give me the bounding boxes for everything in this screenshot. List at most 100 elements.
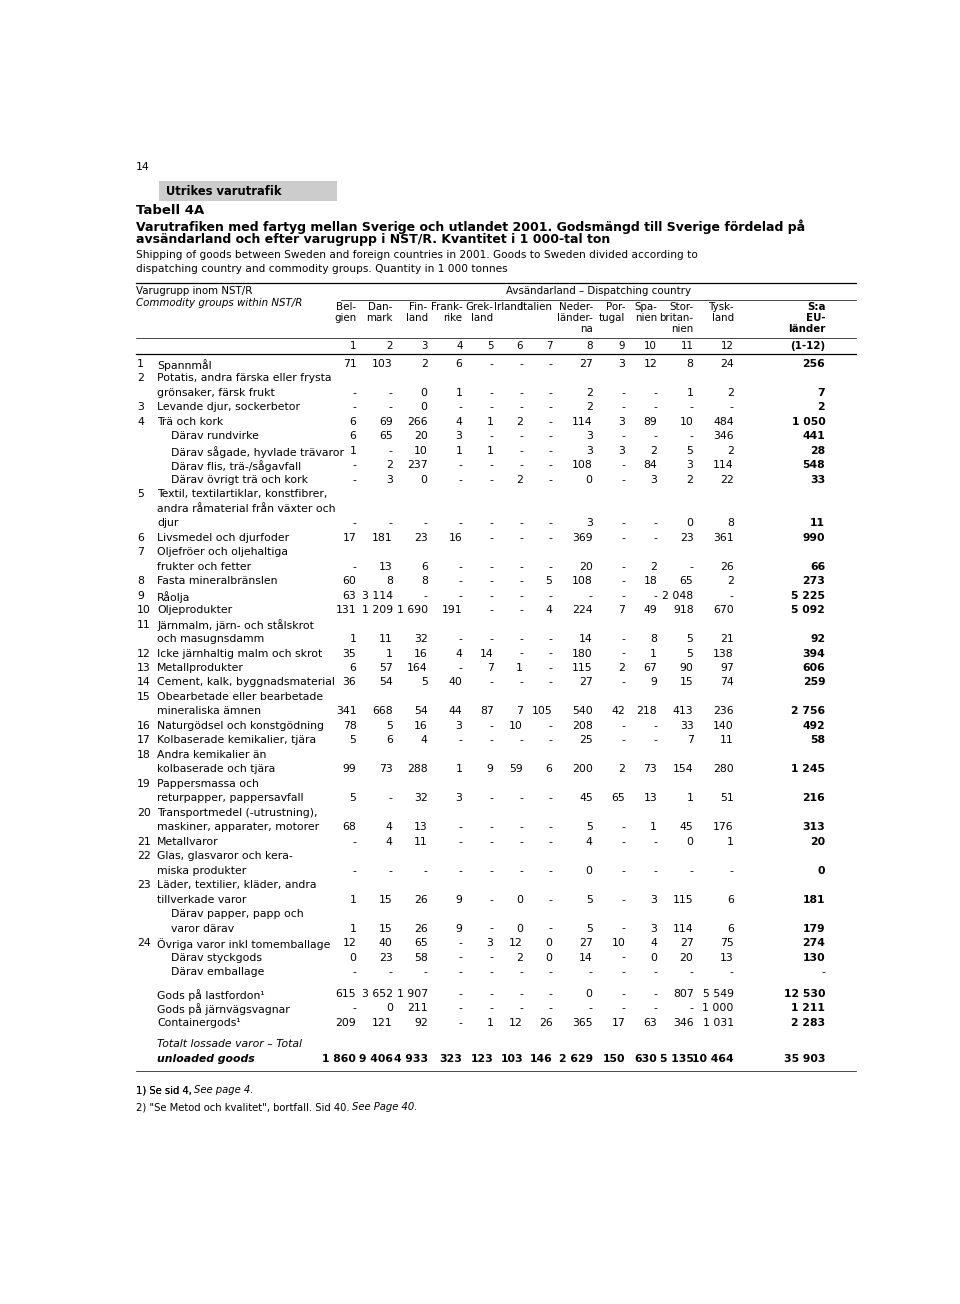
Text: 32: 32 xyxy=(414,634,427,644)
Bar xyxy=(158,181,337,201)
Text: Oljefröer och oljehaltiga: Oljefröer och oljehaltiga xyxy=(157,548,288,557)
Text: 11: 11 xyxy=(379,634,393,644)
Text: 40: 40 xyxy=(448,678,463,687)
Text: -: - xyxy=(423,518,427,528)
Text: 4: 4 xyxy=(650,938,657,948)
Text: -: - xyxy=(689,866,693,876)
Text: 1: 1 xyxy=(487,446,493,456)
Text: 17: 17 xyxy=(343,533,356,542)
Text: -: - xyxy=(548,359,552,369)
Text: 3: 3 xyxy=(650,475,657,485)
Text: mark: mark xyxy=(367,313,393,323)
Text: 1 209: 1 209 xyxy=(362,605,393,615)
Text: -: - xyxy=(519,446,523,456)
Text: 1: 1 xyxy=(386,648,393,659)
Text: 606: 606 xyxy=(803,662,826,673)
Text: -: - xyxy=(689,562,693,571)
Text: 5: 5 xyxy=(137,489,144,499)
Text: -: - xyxy=(621,735,625,746)
Text: -: - xyxy=(653,735,657,746)
Text: 10: 10 xyxy=(414,446,427,456)
Text: 0: 0 xyxy=(586,475,592,485)
Text: 97: 97 xyxy=(720,662,733,673)
Text: 2: 2 xyxy=(387,340,393,351)
Text: 548: 548 xyxy=(803,460,826,471)
Text: 74: 74 xyxy=(720,678,733,687)
Text: 11: 11 xyxy=(137,619,151,630)
Text: 0: 0 xyxy=(818,866,826,876)
Text: land: land xyxy=(405,313,427,323)
Text: -: - xyxy=(490,735,493,746)
Text: 630: 630 xyxy=(635,1054,657,1064)
Text: 99: 99 xyxy=(343,764,356,775)
Text: 65: 65 xyxy=(379,432,393,441)
Text: 14: 14 xyxy=(480,648,493,659)
Text: 51: 51 xyxy=(720,793,733,803)
Text: 66: 66 xyxy=(810,562,826,571)
Text: 3: 3 xyxy=(650,895,657,905)
Text: -: - xyxy=(519,533,523,542)
Text: -: - xyxy=(548,475,552,485)
Text: 8: 8 xyxy=(386,576,393,585)
Text: Utrikes varutrafik: Utrikes varutrafik xyxy=(166,185,282,198)
Text: Livsmedel och djurfoder: Livsmedel och djurfoder xyxy=(157,533,289,542)
Text: -: - xyxy=(459,576,463,585)
Text: 108: 108 xyxy=(572,576,592,585)
Text: -: - xyxy=(519,678,523,687)
Text: 0: 0 xyxy=(650,952,657,962)
Text: -: - xyxy=(519,1003,523,1013)
Text: avsändarland och efter varugrupp i NST/R. Kvantitet i 1 000-tal ton: avsändarland och efter varugrupp i NST/R… xyxy=(135,232,610,245)
Text: 1: 1 xyxy=(349,895,356,905)
Text: 19: 19 xyxy=(137,778,151,789)
Text: 5: 5 xyxy=(686,446,693,456)
Text: -: - xyxy=(548,1003,552,1013)
Text: 3: 3 xyxy=(456,721,463,730)
Text: -: - xyxy=(352,460,356,471)
Text: 2: 2 xyxy=(516,952,523,962)
Text: 6: 6 xyxy=(386,735,393,746)
Text: tillverkade varor: tillverkade varor xyxy=(157,895,247,905)
Text: 16: 16 xyxy=(414,648,427,659)
Text: britan-: britan- xyxy=(660,313,693,323)
Text: -: - xyxy=(459,952,463,962)
Text: -: - xyxy=(621,648,625,659)
Text: Bel-: Bel- xyxy=(336,303,356,312)
Text: 1 031: 1 031 xyxy=(703,1017,733,1028)
Text: -: - xyxy=(653,533,657,542)
Text: 2: 2 xyxy=(586,403,592,412)
Text: 484: 484 xyxy=(713,417,733,426)
Text: 540: 540 xyxy=(572,707,592,716)
Text: -: - xyxy=(548,518,552,528)
Text: Därav papper, papp och: Därav papper, papp och xyxy=(171,909,303,919)
Text: 24: 24 xyxy=(720,359,733,369)
Text: 0: 0 xyxy=(545,938,552,948)
Text: -: - xyxy=(548,866,552,876)
Text: 67: 67 xyxy=(643,662,657,673)
Text: 9: 9 xyxy=(487,764,493,775)
Text: 18: 18 xyxy=(643,576,657,585)
Text: -: - xyxy=(519,634,523,644)
Text: 10: 10 xyxy=(680,417,693,426)
Text: 0: 0 xyxy=(420,475,427,485)
Text: 2 629: 2 629 xyxy=(559,1054,592,1064)
Text: -: - xyxy=(519,648,523,659)
Text: 2: 2 xyxy=(618,662,625,673)
Text: Frank-: Frank- xyxy=(431,303,463,312)
Text: Naturgödsel och konstgödning: Naturgödsel och konstgödning xyxy=(157,721,324,730)
Text: 7: 7 xyxy=(137,548,144,557)
Text: See Page 40.: See Page 40. xyxy=(352,1102,418,1112)
Text: 68: 68 xyxy=(343,823,356,832)
Text: -: - xyxy=(490,1003,493,1013)
Text: miska produkter: miska produkter xyxy=(157,866,247,876)
Text: -: - xyxy=(352,1003,356,1013)
Text: 3 652: 3 652 xyxy=(362,988,393,999)
Text: Metallprodukter: Metallprodukter xyxy=(157,662,244,673)
Text: -: - xyxy=(653,721,657,730)
Text: -: - xyxy=(459,1003,463,1013)
Text: 1: 1 xyxy=(349,634,356,644)
Text: 323: 323 xyxy=(440,1054,463,1064)
Text: 5: 5 xyxy=(420,678,427,687)
Text: 3: 3 xyxy=(421,340,427,351)
Text: 28: 28 xyxy=(810,446,826,456)
Text: dispatching country and commodity groups. Quantity in 1 000 tonnes: dispatching country and commodity groups… xyxy=(135,263,507,274)
